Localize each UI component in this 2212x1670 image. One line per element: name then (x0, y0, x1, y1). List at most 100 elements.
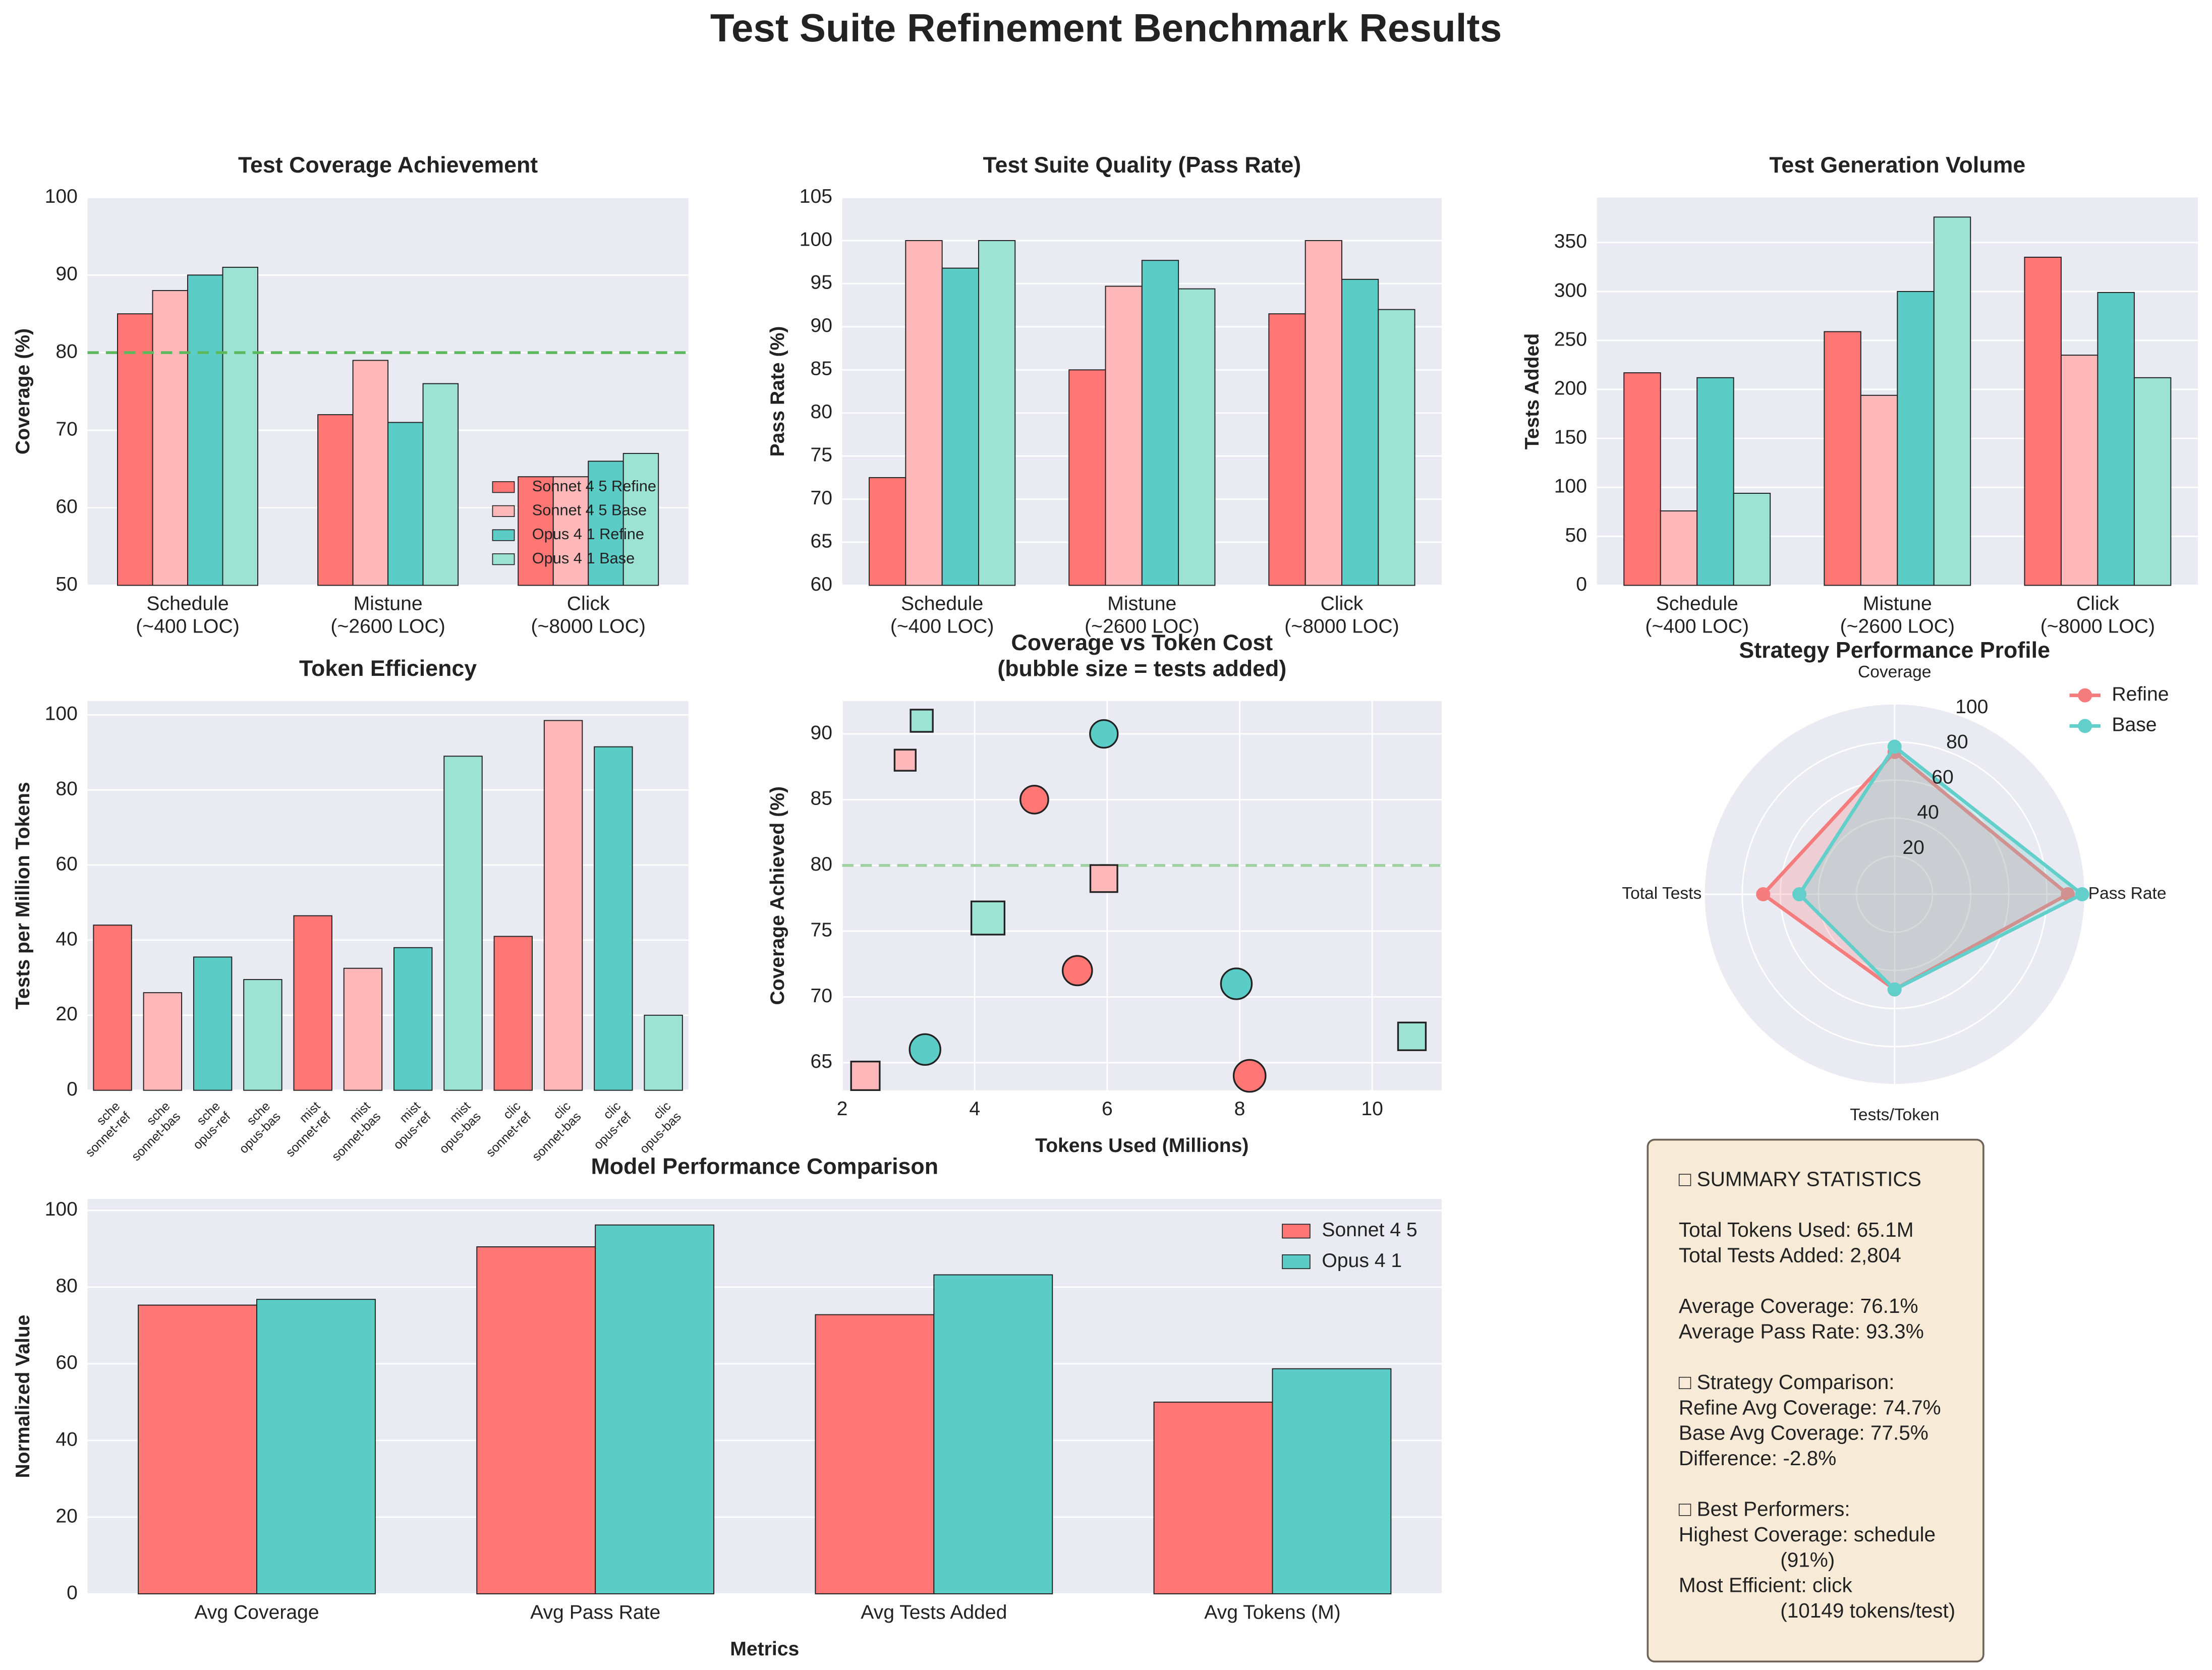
legend-swatch (492, 529, 515, 541)
x-axis-label: Tokens Used (Millions) (1035, 1135, 1249, 1157)
legend-label: Opus 4 1 Refine (532, 525, 644, 543)
plot-area (87, 701, 689, 1090)
y-tick-label: 90 (55, 263, 78, 285)
bar (387, 422, 424, 586)
legend-marker (2078, 688, 2092, 703)
y-axis-label: Coverage (%) (12, 328, 34, 454)
y-tick-label: 90 (810, 722, 832, 743)
bar (187, 274, 223, 586)
summary-line: □ Best Performers: (1679, 1498, 1850, 1521)
radar-point (1887, 739, 1902, 754)
bar (2024, 256, 2062, 586)
bar (422, 383, 459, 586)
x-tick-label: 6 (1102, 1098, 1113, 1120)
y-tick-label: 0 (67, 1582, 78, 1603)
x-axis-label: Metrics (730, 1638, 799, 1660)
bar (644, 1014, 683, 1091)
bubble (1019, 785, 1049, 815)
bubble (1220, 967, 1253, 1000)
bar (1897, 291, 1935, 586)
summary-line: (91%) (1780, 1548, 1835, 1571)
x-tick-label: 8 (1234, 1098, 1245, 1120)
bubble (909, 1033, 941, 1066)
summary-line: □ SUMMARY STATISTICS (1679, 1167, 1921, 1190)
y-tick-label: 0 (67, 1078, 78, 1100)
y-tick-label: 150 (1554, 427, 1587, 448)
x-tick-label: Avg Tests Added (861, 1601, 1007, 1623)
y-tick-label: 100 (800, 228, 832, 250)
bubble (1397, 1021, 1427, 1051)
y-tick-label: 20 (55, 1505, 78, 1527)
x-tick-label: 4 (969, 1098, 980, 1120)
y-tick-label: 20 (55, 1003, 78, 1025)
summary-line: Most Efficient: click (1679, 1574, 1853, 1597)
y-tick-label: 80 (810, 853, 832, 875)
chart-title: Model Performance Comparison (591, 1154, 938, 1179)
bar (352, 360, 389, 586)
axis-label: Coverage (1858, 663, 1931, 681)
y-tick-label: 75 (810, 444, 832, 466)
figure-title: Test Suite Refinement Benchmark Results (710, 6, 1502, 50)
legend-swatch (492, 481, 515, 493)
legend-swatch (492, 553, 515, 565)
y-tick-label: 95 (810, 272, 832, 294)
r-tick-label: 40 (1917, 801, 1939, 823)
chart-title: Test Suite Quality (Pass Rate) (983, 152, 1301, 178)
axis-label: Total Tests (1622, 884, 1701, 903)
bar (978, 240, 1016, 586)
bar (117, 313, 153, 586)
bar (2133, 377, 2172, 586)
bar (2060, 355, 2098, 586)
y-tick-label: 300 (1554, 279, 1587, 301)
bar (594, 746, 633, 1091)
bar (869, 477, 906, 586)
y-tick-label: 50 (55, 573, 78, 595)
bar (933, 1274, 1053, 1594)
bar (293, 915, 332, 1091)
plot-area (842, 701, 1442, 1090)
y-tick-label: 60 (810, 573, 832, 595)
bar (622, 453, 659, 586)
bar (588, 460, 624, 586)
y-tick-label: 80 (55, 340, 78, 362)
x-tick-label: Avg Coverage (194, 1601, 319, 1623)
r-tick-label: 80 (1946, 731, 1968, 753)
y-tick-label: 100 (1554, 476, 1587, 497)
x-tick-label: Mistune (~2600 LOC) (1085, 593, 1199, 638)
bar (256, 1299, 376, 1594)
bar (1153, 1401, 1273, 1594)
summary-line: Total Tokens Used: 65.1M (1679, 1218, 1914, 1241)
legend-label: Opus 4 1 (1322, 1250, 1402, 1272)
bar (595, 1224, 715, 1594)
bar (1105, 285, 1143, 586)
legend-label: Sonnet 4 5 Refine (532, 477, 656, 495)
y-tick-label: 65 (810, 1051, 832, 1072)
legend-label: Sonnet 4 5 Base (532, 501, 647, 519)
x-tick-label: Click (~8000 LOC) (531, 593, 646, 638)
bar (1178, 288, 1216, 586)
x-tick-label: Avg Tokens (M) (1204, 1601, 1340, 1623)
bar (1824, 331, 1861, 586)
axis-label: Tests/Token (1850, 1106, 1939, 1124)
summary-line: Base Avg Coverage: 77.5% (1679, 1421, 1929, 1445)
radar-point (1887, 982, 1902, 997)
x-tick-label: 2 (837, 1098, 848, 1120)
x-tick-label: Schedule (~400 LOC) (136, 593, 240, 638)
summary-line: Average Pass Rate: 93.3% (1679, 1319, 1924, 1343)
bubble (1061, 955, 1093, 987)
radar-point (1792, 887, 1806, 901)
y-tick-label: 85 (810, 788, 832, 810)
y-tick-label: 350 (1554, 231, 1587, 252)
bar (343, 967, 383, 1091)
y-axis-label: Tests per Million Tokens (12, 782, 34, 1009)
y-tick-label: 40 (55, 1428, 78, 1450)
chart-title: Token Efficiency (299, 656, 477, 681)
summary-line: (10149 tokens/test) (1780, 1599, 1955, 1622)
bar (138, 1304, 258, 1594)
legend-marker (2078, 719, 2092, 733)
bar (143, 992, 183, 1091)
y-tick-label: 60 (55, 496, 78, 517)
chart-title: Test Coverage Achievement (238, 152, 538, 178)
